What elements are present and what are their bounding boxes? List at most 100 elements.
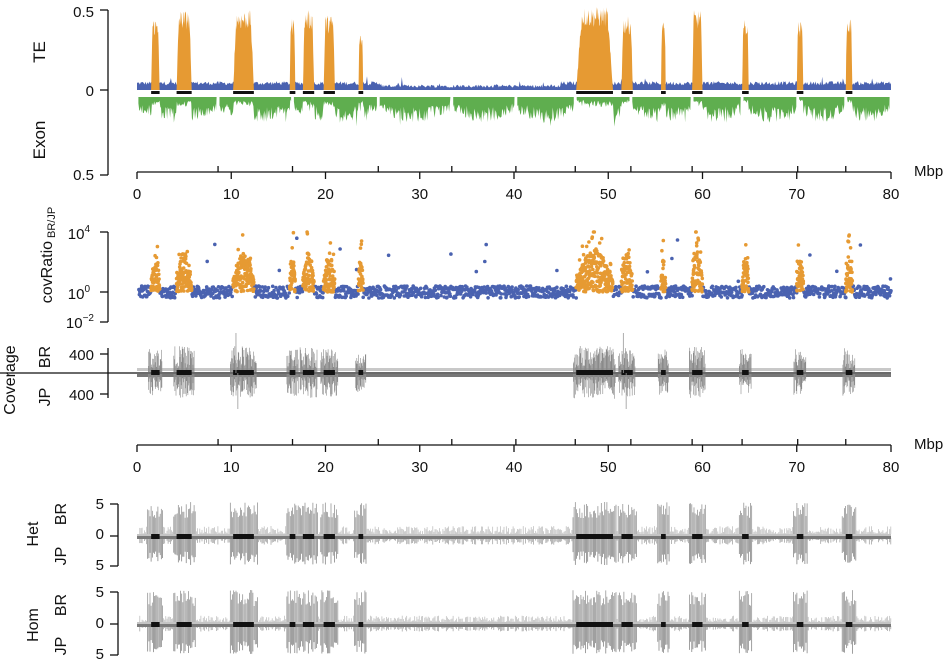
ratio-point [328,274,332,278]
ratio-point [425,286,429,290]
ratio-point [309,265,314,270]
ratio-point [801,287,805,292]
ratio-point [248,263,252,268]
ratio-point [433,288,438,293]
ratio-point [694,230,698,234]
ratio-point [252,280,256,285]
ratio-point [185,249,190,254]
ratio-point [344,294,349,298]
ratio-point [844,295,848,300]
ratio-point [791,295,796,300]
ratio-point [796,243,801,247]
ratio-point [818,291,822,296]
ratio-point [484,242,489,247]
ratio-point [888,277,893,281]
het-peak-marker-2 [176,534,192,539]
ratio-point [675,238,680,242]
ratio-point [645,295,649,300]
ratio-point [361,281,365,285]
ratio-point [555,285,559,290]
x-axis-bottom-tick-label-0: 0 [133,459,141,476]
ratio-point [787,296,792,300]
ratio-point [189,286,194,290]
ratio-point [746,290,751,294]
ratio-point [291,260,296,265]
te-peak-1 [151,21,160,91]
ratio-point [845,288,849,293]
exon-segment-7 [576,97,630,127]
ratio-point [680,295,685,300]
te-peak-marker-3 [233,91,254,94]
ratio-point [240,280,245,285]
ratio-point [300,289,305,294]
ratio-point [537,286,541,290]
ratio-point [266,285,271,290]
ratio-point [661,238,666,243]
ratio-point [598,284,602,288]
ratio-point [581,252,586,257]
ratio-point [601,255,605,260]
ratio-point [696,238,701,242]
ratio-point [255,292,260,297]
exon-segment-9 [693,97,741,123]
ratio-point [627,264,632,269]
ratio-point [252,287,256,291]
ratio-point [847,233,851,237]
ratio-point [690,293,694,298]
coverage-panel [0,333,891,409]
ratio-point [328,241,333,245]
exon-segment-12 [847,97,890,122]
ratio-point [663,285,668,290]
x-axis-bottom-tick-label-80: 80 [883,459,900,476]
te-peak-marker-8 [576,91,613,94]
ratio-point [213,242,217,247]
x-axis-top-tick-label-20: 20 [317,186,334,203]
x-axis-top-unit: Mbp [914,163,943,180]
coverage-peak-marker-6 [323,370,335,375]
ratio-point [634,284,638,289]
ratio-point [436,295,440,300]
ratio-point [227,284,231,289]
ratio-point [418,286,423,291]
ratio-point [435,292,440,297]
ratio-point [237,270,241,275]
ratio-point [474,269,479,274]
ratio-point [850,278,855,283]
coverage-peak-marker-1 [151,370,160,375]
ratio-point [788,290,793,295]
te-peak-8 [576,7,613,91]
het-peak-marker-10 [661,534,666,539]
ratio-point [571,295,576,299]
ratio-point [356,292,360,296]
ratio-point [307,273,311,278]
ratio-point [746,276,751,281]
ratio-point [292,264,296,268]
ratio-point [699,273,704,278]
ratio-point [304,284,308,289]
ratio-point [497,287,501,292]
ratio-point [663,275,668,280]
ratio-point [287,291,292,295]
ratio-point [800,266,804,270]
ratio-point [849,267,853,271]
ratio-point [849,282,854,286]
coverage-peak-marker-5 [302,370,315,375]
ratio-point [663,282,668,286]
x-axis-bottom-tick-label-30: 30 [411,459,428,476]
coverage-peak-marker-12 [742,370,749,375]
ratio-point [630,272,634,276]
ratio-point [823,294,827,299]
ratio-point [817,295,822,299]
ratio-point [311,273,315,278]
ratio-point [846,255,851,259]
ratio-point [253,295,258,299]
ratio-point [295,295,300,300]
ratio-point [829,289,834,293]
ratio-point [616,293,621,298]
te-peak-2 [176,11,192,90]
cov-ratio-panel [100,230,893,323]
ratio-point [190,294,195,299]
ratio-point [656,286,660,290]
ratio-point [630,283,634,288]
